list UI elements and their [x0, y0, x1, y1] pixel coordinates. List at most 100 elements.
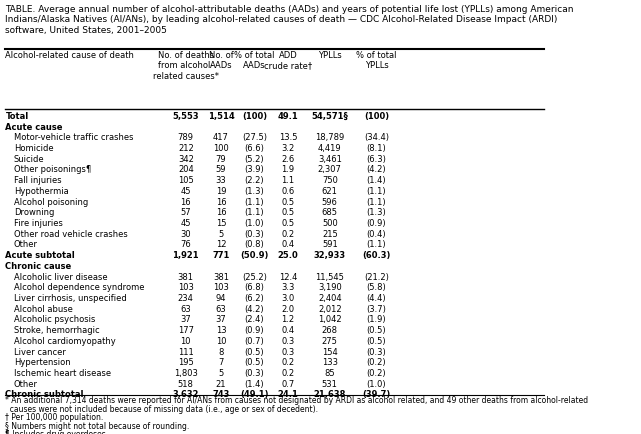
Text: (6.8): (6.8): [245, 283, 265, 293]
Text: 63: 63: [180, 305, 191, 314]
Text: Stroke, hemorrhagic: Stroke, hemorrhagic: [13, 326, 99, 335]
Text: 94: 94: [216, 294, 226, 303]
Text: (3.7): (3.7): [367, 305, 387, 314]
Text: 54,571§: 54,571§: [312, 112, 348, 121]
Text: Suicide: Suicide: [13, 155, 44, 164]
Text: 0.4: 0.4: [281, 326, 295, 335]
Text: Other road vehicle crashes: Other road vehicle crashes: [13, 230, 128, 239]
Text: (0.7): (0.7): [245, 337, 264, 346]
Text: 0.2: 0.2: [281, 230, 295, 239]
Text: 3.2: 3.2: [281, 144, 295, 153]
Text: (60.3): (60.3): [362, 251, 391, 260]
Text: 103: 103: [178, 283, 194, 293]
Text: (4.2): (4.2): [367, 165, 387, 174]
Text: 21,638: 21,638: [313, 391, 346, 399]
Text: (4.2): (4.2): [245, 305, 264, 314]
Text: 0.5: 0.5: [281, 197, 295, 207]
Text: Alcoholic liver disease: Alcoholic liver disease: [13, 273, 107, 282]
Text: 3.0: 3.0: [281, 294, 295, 303]
Text: No. of
AADs: No. of AADs: [208, 51, 233, 70]
Text: 49.1: 49.1: [278, 112, 299, 121]
Text: (49.1): (49.1): [240, 391, 269, 399]
Text: 33: 33: [215, 176, 226, 185]
Text: 18,789: 18,789: [315, 133, 344, 142]
Text: 25.0: 25.0: [278, 251, 299, 260]
Text: Alcohol abuse: Alcohol abuse: [13, 305, 72, 314]
Text: 16: 16: [215, 208, 226, 217]
Text: (0.9): (0.9): [245, 326, 264, 335]
Text: 212: 212: [178, 144, 194, 153]
Text: % of total
YPLLs: % of total YPLLs: [356, 51, 397, 70]
Text: (1.1): (1.1): [367, 240, 387, 250]
Text: 500: 500: [322, 219, 338, 228]
Text: Total: Total: [6, 112, 29, 121]
Text: Alcohol poisoning: Alcohol poisoning: [13, 197, 88, 207]
Text: 59: 59: [216, 165, 226, 174]
Text: 7: 7: [219, 358, 224, 367]
Text: Chronic cause: Chronic cause: [6, 262, 72, 271]
Text: (0.8): (0.8): [245, 240, 264, 250]
Text: 15: 15: [216, 219, 226, 228]
Text: Alcohol-related cause of death: Alcohol-related cause of death: [6, 51, 135, 60]
Text: Motor-vehicle traffic crashes: Motor-vehicle traffic crashes: [13, 133, 133, 142]
Text: (1.9): (1.9): [367, 316, 387, 325]
Text: (5.2): (5.2): [245, 155, 264, 164]
Text: (2.2): (2.2): [245, 176, 264, 185]
Text: § Numbers might not total because of rounding.: § Numbers might not total because of rou…: [6, 421, 190, 431]
Text: 381: 381: [178, 273, 194, 282]
Text: 743: 743: [212, 391, 229, 399]
Text: 1,042: 1,042: [318, 316, 342, 325]
Text: 531: 531: [322, 380, 338, 389]
Text: 268: 268: [322, 326, 338, 335]
Text: 16: 16: [215, 197, 226, 207]
Text: 0.3: 0.3: [281, 348, 295, 357]
Text: 5: 5: [219, 230, 224, 239]
Text: Ischemic heart disease: Ischemic heart disease: [13, 369, 111, 378]
Text: 45: 45: [181, 187, 191, 196]
Text: 5: 5: [219, 369, 224, 378]
Text: 85: 85: [324, 369, 335, 378]
Text: (25.2): (25.2): [242, 273, 267, 282]
Text: 3,190: 3,190: [318, 283, 342, 293]
Text: 11,545: 11,545: [315, 273, 344, 282]
Text: 1,921: 1,921: [172, 251, 199, 260]
Text: (1.1): (1.1): [367, 197, 387, 207]
Text: 1.1: 1.1: [281, 176, 295, 185]
Text: 100: 100: [213, 144, 229, 153]
Text: 133: 133: [322, 358, 338, 367]
Text: 10: 10: [181, 337, 191, 346]
Text: Homicide: Homicide: [13, 144, 53, 153]
Text: 12.4: 12.4: [279, 273, 297, 282]
Text: Fire injuries: Fire injuries: [13, 219, 63, 228]
Text: 13: 13: [215, 326, 226, 335]
Text: (0.2): (0.2): [367, 358, 387, 367]
Text: 621: 621: [322, 187, 338, 196]
Text: (1.1): (1.1): [245, 208, 264, 217]
Text: (1.3): (1.3): [245, 187, 264, 196]
Text: 63: 63: [215, 305, 226, 314]
Text: (8.1): (8.1): [367, 144, 387, 153]
Text: 342: 342: [178, 155, 194, 164]
Text: (0.3): (0.3): [245, 369, 264, 378]
Text: 154: 154: [322, 348, 338, 357]
Text: (100): (100): [242, 112, 267, 121]
Text: Other: Other: [13, 240, 38, 250]
Text: (2.4): (2.4): [245, 316, 264, 325]
Text: 111: 111: [178, 348, 194, 357]
Text: 771: 771: [212, 251, 229, 260]
Text: Liver cancer: Liver cancer: [13, 348, 65, 357]
Text: 1.9: 1.9: [281, 165, 295, 174]
Text: (0.3): (0.3): [245, 230, 264, 239]
Text: 204: 204: [178, 165, 194, 174]
Text: No. of deaths
from alcohol-
related causes*: No. of deaths from alcohol- related caus…: [153, 51, 219, 81]
Text: 3,461: 3,461: [318, 155, 342, 164]
Text: 5,553: 5,553: [172, 112, 199, 121]
Text: Alcoholic psychosis: Alcoholic psychosis: [13, 316, 95, 325]
Text: (0.5): (0.5): [245, 358, 264, 367]
Text: YPLLs: YPLLs: [318, 51, 342, 60]
Text: (0.9): (0.9): [367, 219, 387, 228]
Text: 45: 45: [181, 219, 191, 228]
Text: 10: 10: [216, 337, 226, 346]
Text: 0.2: 0.2: [281, 358, 295, 367]
Text: 13.5: 13.5: [279, 133, 297, 142]
